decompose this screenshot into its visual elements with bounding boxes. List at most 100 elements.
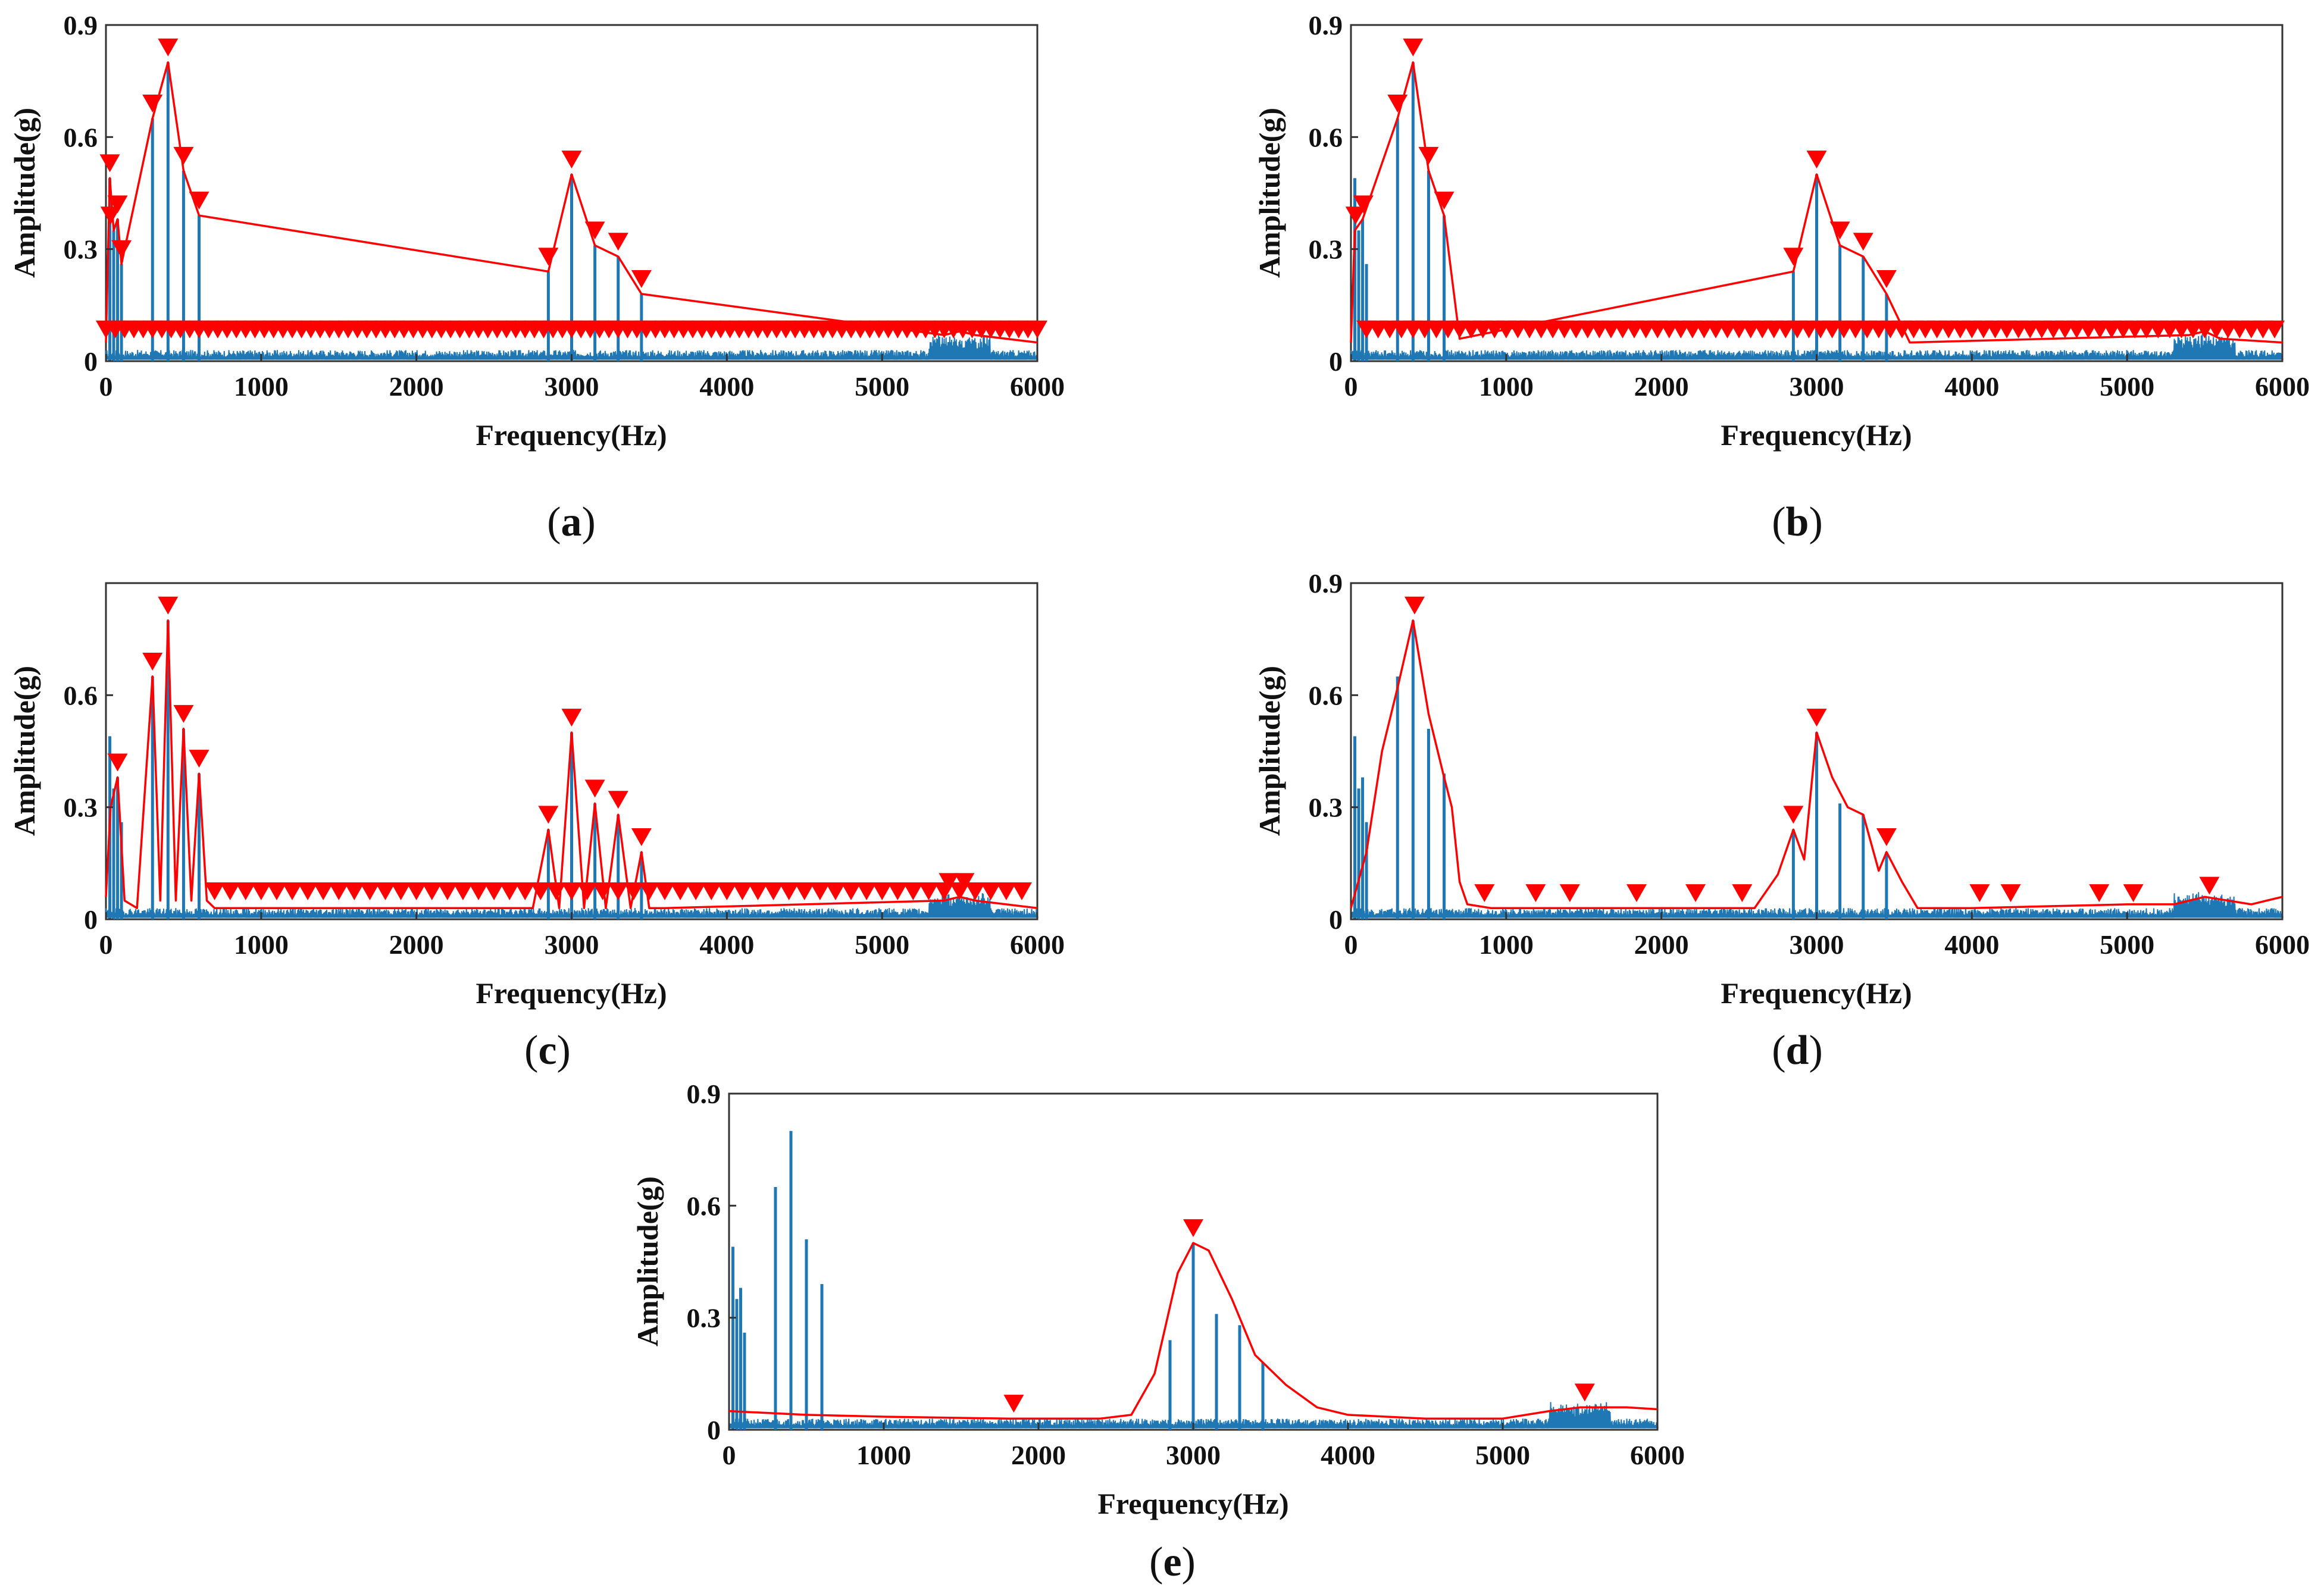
- envelope-line: [1350, 619, 2283, 909]
- peak-marker: [1829, 221, 1850, 240]
- y-tick-label: 0.9: [64, 10, 98, 40]
- peak-marker: [732, 882, 753, 901]
- peak-marker: [189, 750, 209, 768]
- peak-marker: [794, 882, 815, 901]
- peak-marker: [375, 882, 396, 901]
- peak-marker: [980, 882, 1001, 901]
- x-tick-label: 2000: [1011, 1440, 1066, 1470]
- x-tick-label: 2000: [389, 929, 444, 960]
- peak-marker: [99, 154, 120, 173]
- x-tick-label: 4000: [1944, 371, 1999, 402]
- peak-marker: [1626, 884, 1647, 903]
- x-tick-label: 0: [99, 929, 113, 960]
- envelope-layer: [728, 1242, 1658, 1420]
- y-axis-label: Amplitude(g): [8, 666, 41, 836]
- y-tick-label: 0: [84, 346, 98, 377]
- panel-caption: (c): [524, 1028, 571, 1073]
- peak-marker: [584, 221, 605, 240]
- peak-marker: [1559, 884, 1580, 903]
- peak-marker: [701, 882, 722, 901]
- panel-caption: (d): [1772, 1028, 1823, 1073]
- y-axis-label: Amplitude(g): [1253, 108, 1286, 278]
- peak-marker: [872, 882, 893, 901]
- peak-marker: [251, 882, 271, 901]
- peak-marker: [406, 882, 427, 901]
- axis-ticks: 0 1000 2000 3000 4000 5000 6000 0 0.3 0.6 0.9: [687, 1079, 1685, 1470]
- envelope-layer: [105, 619, 1038, 909]
- peak-marker: [421, 882, 442, 901]
- peak-marker: [298, 882, 318, 901]
- x-tick-label: 4000: [1321, 1440, 1375, 1470]
- y-tick-label: 0.6: [64, 680, 98, 710]
- y-tick-label: 0.9: [687, 1079, 721, 1109]
- y-axis-label: Amplitude(g): [631, 1176, 664, 1346]
- axis-ticks: 0 1000 2000 3000 4000 5000 6000 0 0.3 0.6 0.9: [1309, 10, 2310, 402]
- peak-marker: [918, 882, 939, 901]
- peak-marker: [903, 882, 924, 901]
- y-tick-label: 0.3: [687, 1303, 721, 1333]
- peak-marker: [717, 882, 737, 901]
- envelope-line: [728, 1242, 1658, 1420]
- x-tick-label: 5000: [1475, 1440, 1530, 1470]
- peak-marker: [608, 233, 628, 251]
- peak-markers-layer: [107, 596, 1032, 901]
- peak-marker: [623, 882, 644, 901]
- peak-marker: [452, 882, 473, 901]
- x-axis-label: Frequency(Hz): [1721, 418, 1912, 452]
- envelope-layer: [1350, 619, 2283, 909]
- peak-marker: [639, 882, 659, 901]
- peak-marker: [107, 195, 128, 214]
- axis-ticks: 0 1000 2000 3000 4000 5000 6000 0 0.3 0.6 0.9: [1309, 568, 2310, 960]
- peak-marker: [939, 873, 959, 891]
- y-tick-label: 0.3: [64, 793, 98, 823]
- peak-marker: [1732, 884, 1753, 903]
- peak-marker: [856, 882, 877, 901]
- y-tick-label: 0.3: [1309, 234, 1343, 265]
- peak-marker: [1003, 1395, 1024, 1413]
- peak-marker: [608, 791, 628, 809]
- peak-marker: [592, 882, 613, 901]
- peak-marker: [1525, 884, 1546, 903]
- peak-marker: [809, 882, 830, 901]
- y-tick-label: 0: [84, 904, 98, 935]
- x-axis-label: Frequency(Hz): [1097, 1487, 1288, 1520]
- peak-marker: [561, 709, 582, 727]
- peak-marker: [778, 882, 799, 901]
- peak-marker: [220, 882, 240, 901]
- y-tick-label: 0.9: [1309, 568, 1343, 599]
- peak-marker: [515, 882, 536, 901]
- panel-caption: (a): [547, 499, 596, 545]
- peak-marker: [546, 882, 567, 901]
- peak-marker: [235, 882, 256, 901]
- panel-letter: b: [1786, 499, 1809, 545]
- peak-marker: [1685, 884, 1706, 903]
- peak-marker: [2123, 884, 2144, 903]
- panel-letter: a: [561, 499, 582, 545]
- peak-marker: [1027, 320, 1047, 339]
- peak-marker: [1853, 233, 1873, 251]
- x-tick-label: 6000: [2255, 371, 2310, 402]
- peak-marker: [173, 146, 194, 165]
- y-tick-label: 0.6: [1309, 122, 1343, 152]
- peak-marker: [841, 882, 861, 901]
- x-tick-label: 5000: [855, 371, 909, 402]
- peak-marker: [2264, 320, 2285, 339]
- y-tick-label: 0: [1329, 904, 1343, 935]
- x-tick-label: 5000: [855, 929, 909, 960]
- peak-marker: [329, 882, 349, 901]
- peak-marker: [686, 882, 706, 901]
- peak-marker: [111, 240, 132, 258]
- x-tick-label: 3000: [545, 929, 599, 960]
- panel-c: 0 1000 2000 3000 4000 5000 6000 0 0.3 0.6 Frequen…: [8, 582, 1065, 1073]
- peak-marker: [204, 882, 225, 901]
- x-tick-label: 1000: [1479, 929, 1534, 960]
- peak-marker: [561, 882, 582, 901]
- peak-markers-layer: [1345, 38, 2285, 339]
- peak-marker: [1011, 882, 1032, 901]
- x-axis-label: Frequency(Hz): [476, 976, 667, 1010]
- peak-marker: [538, 806, 559, 824]
- peak-marker: [390, 882, 411, 901]
- x-tick-label: 4000: [699, 929, 754, 960]
- peak-marker: [631, 828, 652, 846]
